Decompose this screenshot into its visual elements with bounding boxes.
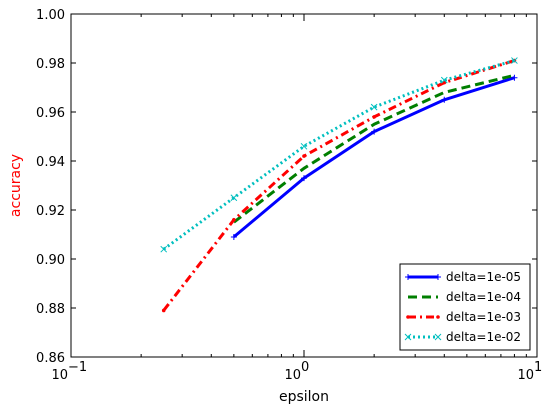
data-point <box>370 103 378 111</box>
legend-label: delta=1e-02 <box>446 330 521 344</box>
y-tick-label: 0.86 <box>36 351 65 366</box>
x-axis-title: epsilon <box>279 389 329 405</box>
x-tick-label-exponent: −1 <box>68 360 87 375</box>
data-point <box>372 115 376 119</box>
data-point <box>511 57 518 64</box>
data-point <box>405 274 411 280</box>
series-line <box>162 59 515 251</box>
legend-label: delta=1e-03 <box>446 310 521 324</box>
series-delta=1e-03 <box>161 58 517 313</box>
data-point <box>441 96 448 103</box>
series-line <box>232 76 515 239</box>
y-tick-label: 0.98 <box>36 57 65 72</box>
x-tick-label-base: 10 <box>517 368 534 383</box>
legend: delta=1e-05 delta=1e-04 delta=1e-03 delta=1… <box>399 263 531 351</box>
x-tick-label-base: 10 <box>284 368 301 383</box>
data-point <box>434 333 442 341</box>
data-point <box>435 274 441 280</box>
y-tick-label: 0.96 <box>36 106 65 121</box>
y-tick-label: 1.00 <box>36 8 65 23</box>
legend-item: delta=1e-03 <box>406 310 521 324</box>
data-point <box>511 74 518 81</box>
y-tick-label: 0.88 <box>36 302 65 317</box>
x-tick-label-base: 10 <box>51 368 68 383</box>
series-delta=1e-04 <box>232 73 515 224</box>
data-point <box>440 76 448 84</box>
legend-item: delta=1e-05 <box>405 270 521 284</box>
x-tick-label-exponent: 1 <box>534 360 542 375</box>
y-axis-title: accuracy <box>8 154 24 217</box>
data-point <box>436 315 440 319</box>
data-point <box>300 142 308 150</box>
y-tick-label: 0.94 <box>36 155 65 170</box>
legend-item: delta=1e-04 <box>408 290 521 304</box>
data-point <box>406 315 410 319</box>
x-tick-label: 101 <box>517 360 542 383</box>
y-tick-label: 0.90 <box>36 253 65 268</box>
legend-label: delta=1e-05 <box>446 270 521 284</box>
x-tick-label-exponent: 0 <box>301 360 309 375</box>
data-point <box>301 175 307 182</box>
series-delta=1e-05 <box>230 74 518 240</box>
x-tick-label: 100 <box>284 360 309 383</box>
legend-item: delta=1e-02 <box>404 330 521 344</box>
series-delta=1e-02 <box>160 57 518 253</box>
series-line <box>232 73 515 224</box>
data-point <box>161 308 166 313</box>
data-point <box>371 128 378 135</box>
series-line <box>162 59 515 312</box>
data-point <box>160 245 168 253</box>
legend-label: delta=1e-04 <box>446 290 521 304</box>
data-point <box>232 218 236 222</box>
x-tick-label: 10−1 <box>51 360 87 383</box>
data-point <box>302 154 306 158</box>
data-point <box>230 233 237 240</box>
data-point <box>404 333 412 341</box>
plot-area-frame <box>70 13 538 358</box>
data-point <box>230 194 238 202</box>
y-tick-label: 0.92 <box>36 204 65 219</box>
